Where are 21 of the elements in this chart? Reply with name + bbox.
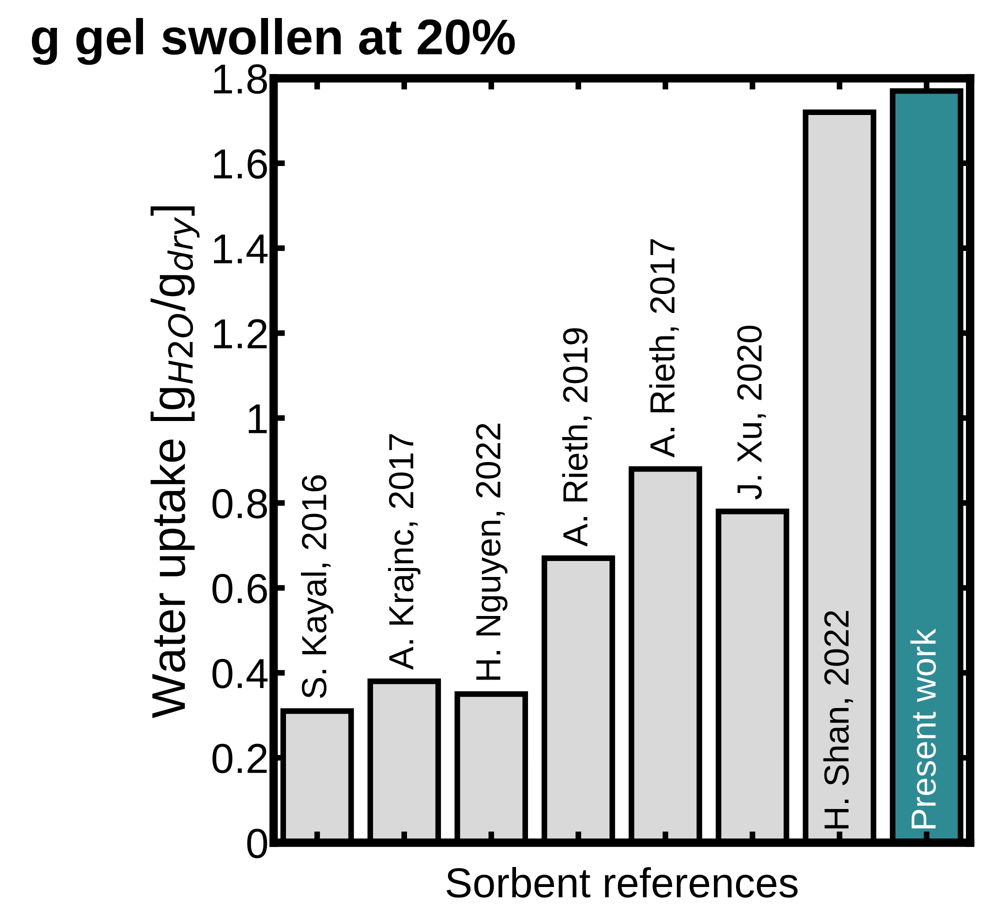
y-tick-label: 0.6 (212, 574, 267, 604)
x-tick-label: J. Xu, 2020 (737, 326, 766, 500)
y-tick-label: 0.4 (212, 658, 268, 688)
y-tick-label: 0 (247, 828, 268, 858)
x-tick-label: A. Rieth, 2019 (562, 328, 592, 547)
y-tick-label: 1.8 (214, 64, 267, 94)
y-tick-label: 0.2 (212, 744, 267, 774)
x-axis-title: Sorbent references (446, 867, 798, 898)
y-tick-label: 1.2 (214, 319, 267, 348)
y-tick-label: 1.4 (214, 234, 268, 264)
x-tick-label: A. Rieth, 2017 (649, 239, 679, 458)
y-tick-label: 1 (248, 404, 267, 434)
x-tick-label: S. Kayal, 2016 (300, 475, 334, 698)
x-tick-label: H. Nguyen, 2022 (476, 424, 508, 680)
x-tick-label: H. Shan, 2022 (823, 610, 853, 828)
x-tick-label: A. Krajnc, 2017 (388, 434, 420, 670)
chart-title: g gel swollen at 20% (32, 18, 515, 65)
y-tick-label: 0.8 (212, 488, 267, 518)
y-axis-title: Water uptake [g$_{H2O}$/g$_{dry}$] (150, 206, 200, 718)
y-tick-label: 1.6 (214, 149, 267, 179)
x-tick-label: Present work (910, 628, 936, 828)
